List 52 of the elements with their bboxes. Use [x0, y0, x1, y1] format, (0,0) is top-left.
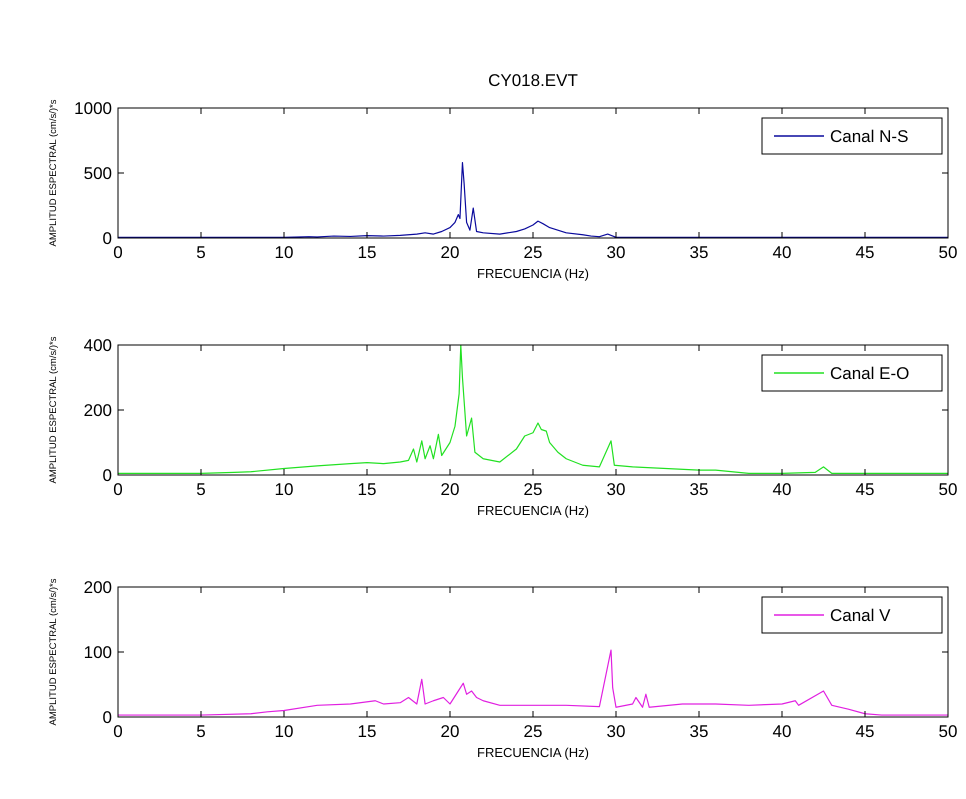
x-tick-label: 25: [524, 243, 542, 262]
y-tick-label: 200: [84, 578, 112, 597]
y-tick-label: 0: [102, 229, 112, 248]
line-series: [118, 649, 948, 716]
x-tick-label: 35: [690, 480, 708, 499]
y-tick-label: 0: [102, 708, 112, 727]
line-series: [118, 345, 948, 474]
y-tick-label: 500: [84, 164, 112, 183]
x-tick-label: 10: [274, 480, 294, 499]
x-tick-label: 30: [606, 480, 626, 499]
x-tick-label: 45: [856, 722, 874, 741]
x-tick-label: 40: [772, 243, 792, 262]
x-tick-label: 35: [690, 243, 708, 262]
x-tick-label: 15: [358, 480, 376, 499]
y-tick-label: 400: [84, 336, 112, 355]
x-tick-label: 15: [358, 243, 376, 262]
x-tick-label: 45: [856, 243, 874, 262]
x-tick-label: 5: [196, 243, 206, 262]
x-tick-label: 40: [772, 480, 792, 499]
y-axis-title: AMPLITUD ESPECTRAL (cm/s/)*s: [48, 578, 59, 726]
x-tick-label: 40: [772, 722, 792, 741]
y-tick-label: 1000: [74, 99, 112, 118]
y-tick-label: 100: [84, 643, 112, 662]
x-tick-label: 10: [274, 243, 294, 262]
y-axis-title: AMPLITUD ESPECTRAL (cm/s/)*s: [48, 99, 59, 246]
legend-label: Canal N-S: [830, 127, 908, 146]
x-tick-label: 30: [606, 722, 626, 741]
x-axis-title: FRECUENCIA (Hz): [477, 745, 589, 760]
x-tick-label: 50: [938, 722, 958, 741]
line-series: [118, 162, 948, 238]
x-tick-label: 30: [606, 243, 626, 262]
y-tick-label: 200: [84, 401, 112, 420]
y-axis-title: AMPLITUD ESPECTRAL (cm/s/)*s: [48, 336, 59, 484]
x-axis-title: FRECUENCIA (Hz): [477, 503, 589, 518]
x-tick-label: 25: [524, 480, 542, 499]
x-tick-label: 15: [358, 722, 376, 741]
x-tick-label: 5: [196, 722, 206, 741]
y-tick-label: 0: [102, 466, 112, 485]
x-tick-label: 25: [524, 722, 542, 741]
x-tick-label: 45: [856, 480, 874, 499]
x-tick-label: 5: [196, 480, 206, 499]
x-tick-label: 50: [938, 480, 958, 499]
x-tick-label: 35: [690, 722, 708, 741]
x-tick-label: 50: [938, 243, 958, 262]
legend-label: Canal V: [830, 606, 892, 625]
x-axis-title: FRECUENCIA (Hz): [477, 266, 589, 281]
x-tick-label: 20: [440, 480, 460, 499]
legend-label: Canal E-O: [830, 364, 910, 383]
chart-title: CY018.EVT: [488, 71, 578, 90]
x-tick-label: 20: [440, 243, 460, 262]
x-tick-label: 10: [274, 722, 294, 741]
x-tick-label: 20: [440, 722, 460, 741]
